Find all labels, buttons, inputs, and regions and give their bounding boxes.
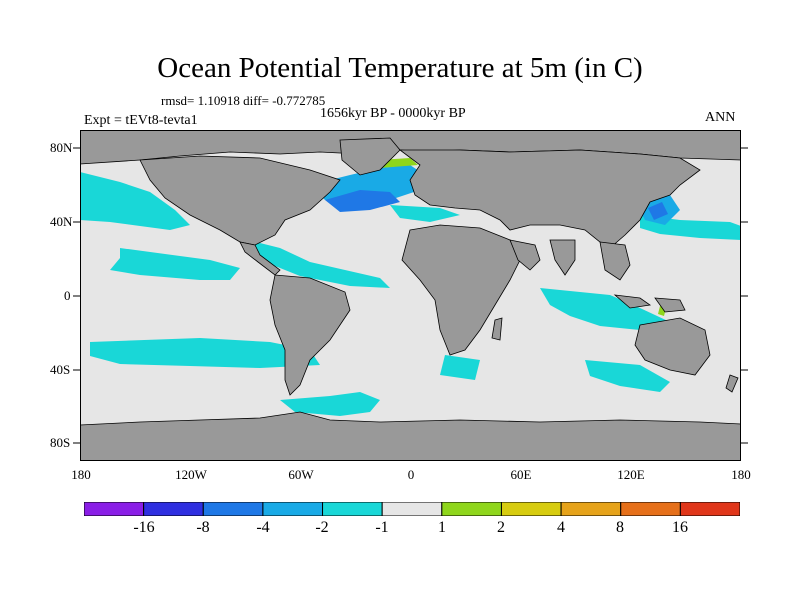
land-central-america [239, 241, 281, 276]
patch-north-pacific-central [110, 248, 240, 280]
legend-swatch [322, 502, 383, 516]
land-arabia-india [509, 239, 576, 276]
patch-north-atlantic-south [390, 205, 460, 222]
color-legend [84, 502, 740, 516]
patch-south-indian-east [585, 360, 670, 392]
lat-label-80s: 80S [50, 435, 71, 450]
legend-swatch [679, 502, 740, 516]
land-south-america [269, 274, 351, 396]
legend-swatch [560, 502, 622, 516]
land-antarctica [80, 411, 741, 461]
patch-south-indian-west [440, 355, 480, 380]
legend-swatch [500, 502, 562, 516]
patch-japan-sea [648, 202, 668, 220]
legend-swatch [381, 502, 443, 516]
lat-label-80n: 80N [50, 140, 73, 155]
lon-label-60e: 60E [510, 467, 532, 482]
land-masses [80, 130, 741, 461]
season-label: ANN [705, 110, 736, 125]
cyan-anomaly-patches [80, 172, 741, 416]
legend-tick-label: 8 [616, 519, 624, 536]
dark-blue-anomaly-patches [325, 190, 668, 220]
legend-swatch [441, 502, 502, 516]
land-southeast-asia [599, 241, 631, 281]
patch-north-atlantic [310, 165, 425, 205]
legend-tick-label: -16 [133, 519, 155, 536]
lon-label-60w: 60W [288, 467, 314, 482]
patch-south-pacific [90, 338, 320, 368]
patch-north-pacific-west [80, 172, 190, 230]
legend-tick-label: 16 [672, 519, 688, 536]
legend-tick-label: 1 [438, 519, 446, 536]
experiment-label: Expt = tEVt8-tevta1 [84, 113, 198, 128]
land-indonesia [613, 294, 686, 313]
lon-label-0: 0 [407, 467, 415, 482]
patch-south-atlantic [280, 392, 380, 416]
legend-tick-label: -2 [315, 519, 329, 536]
map-frame [80, 130, 741, 461]
land-north-america [139, 155, 341, 246]
legend-swatch [84, 502, 145, 516]
lat-label-40s: 40S [50, 362, 71, 377]
map-ticks [73, 147, 748, 444]
lon-label-180w: 180 [71, 467, 91, 482]
land-australia [634, 317, 711, 376]
legend-tick-label: -8 [196, 519, 210, 536]
legend-swatch [202, 502, 264, 516]
legend-swatch [620, 502, 681, 516]
lat-label-40n: 40N [50, 214, 73, 229]
patch-caribbean-atlantic [240, 238, 390, 288]
land-africa [401, 224, 521, 356]
legend-swatch [262, 502, 324, 516]
stats-label: rmsd= 1.10918 diff= -0.772785 [161, 93, 326, 108]
patch-indian-ocean [540, 288, 670, 330]
lat-label-0: 0 [64, 288, 71, 303]
lon-label-180e: 180 [731, 467, 751, 482]
legend-tick-label: -1 [375, 519, 389, 536]
land-greenland [339, 137, 401, 176]
legend-swatch [143, 502, 204, 516]
period-label: 1656kyr BP - 0000kyr BP [320, 106, 466, 121]
land-madagascar [491, 317, 503, 341]
lon-label-120w: 120W [175, 467, 207, 482]
patch-gulf-stream [325, 190, 400, 212]
legend-tick-label: 4 [557, 519, 565, 536]
legend-tick-label: -4 [256, 519, 270, 536]
map-title: Ocean Potential Temperature at 5m (in C) [157, 52, 643, 84]
legend-tick-label: 2 [497, 519, 505, 536]
land-new-zealand [725, 374, 739, 393]
lon-label-120e: 120E [617, 467, 645, 482]
world-anomaly-map [80, 130, 741, 461]
